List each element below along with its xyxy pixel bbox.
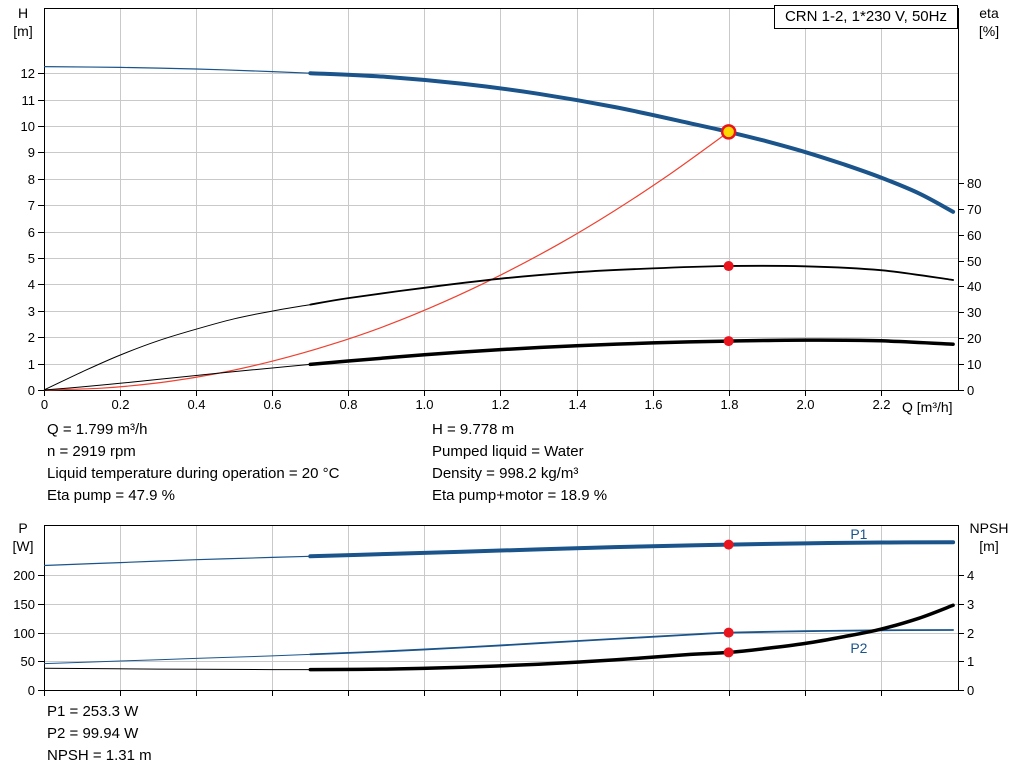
info-p1: P1 = 253.3 W bbox=[47, 703, 139, 720]
info-pumped-liquid: Pumped liquid = Water bbox=[432, 443, 584, 460]
eta-axis-unit: [%] bbox=[978, 23, 1000, 39]
svg-text:1.8: 1.8 bbox=[720, 397, 738, 412]
svg-text:0: 0 bbox=[28, 383, 35, 398]
flow-axis-label: Q [m³/h] bbox=[902, 399, 953, 415]
svg-text:2: 2 bbox=[967, 626, 974, 641]
svg-text:1.2: 1.2 bbox=[491, 397, 509, 412]
svg-text:20: 20 bbox=[967, 331, 981, 346]
svg-text:9: 9 bbox=[28, 145, 35, 160]
power-axis-label: P [W] bbox=[4, 519, 42, 555]
head-axis-name: H bbox=[17, 5, 29, 21]
info-head: H = 9.778 m bbox=[432, 421, 515, 438]
svg-text:3: 3 bbox=[967, 597, 974, 612]
eta-axis-name: eta bbox=[979, 5, 999, 21]
svg-text:40: 40 bbox=[967, 279, 981, 294]
info-density: Density = 998.2 kg/m³ bbox=[432, 465, 579, 482]
svg-text:12: 12 bbox=[21, 66, 35, 81]
npsh-axis-unit: [m] bbox=[979, 538, 999, 554]
info-eta-pump-motor: Eta pump+motor = 18.9 % bbox=[432, 487, 608, 504]
info-eta-pump: Eta pump = 47.9 % bbox=[47, 487, 175, 504]
svg-text:60: 60 bbox=[967, 228, 981, 243]
svg-text:0.2: 0.2 bbox=[111, 397, 129, 412]
svg-text:3: 3 bbox=[28, 304, 35, 319]
info-p2: P2 = 99.94 W bbox=[47, 725, 139, 742]
svg-text:1.4: 1.4 bbox=[568, 397, 586, 412]
svg-text:2.2: 2.2 bbox=[872, 397, 890, 412]
eta-axis-label: eta [%] bbox=[960, 4, 1018, 40]
info-liquid-temperature: Liquid temperature during operation = 20… bbox=[47, 465, 340, 482]
svg-text:4: 4 bbox=[28, 277, 35, 292]
svg-text:10: 10 bbox=[21, 119, 35, 134]
pump-model-label: CRN 1-2, 1*230 V, 50Hz bbox=[773, 5, 958, 29]
svg-text:11: 11 bbox=[22, 93, 36, 108]
svg-text:7: 7 bbox=[28, 198, 35, 213]
svg-text:1.0: 1.0 bbox=[415, 397, 433, 412]
head-axis-label: H [m] bbox=[4, 4, 42, 40]
svg-text:6: 6 bbox=[28, 225, 35, 240]
svg-text:200: 200 bbox=[13, 568, 35, 583]
svg-text:0: 0 bbox=[28, 683, 35, 698]
svg-text:0: 0 bbox=[41, 397, 48, 412]
svg-text:50: 50 bbox=[21, 654, 35, 669]
svg-text:1: 1 bbox=[28, 357, 35, 372]
svg-text:100: 100 bbox=[13, 626, 35, 641]
head-axis-unit: [m] bbox=[13, 23, 33, 39]
svg-text:5: 5 bbox=[28, 251, 35, 266]
npsh-axis-label: NPSH [m] bbox=[956, 519, 1022, 555]
info-flow: Q = 1.799 m³/h bbox=[47, 421, 148, 438]
svg-text:0: 0 bbox=[967, 383, 974, 398]
power-axis-unit: [W] bbox=[12, 538, 34, 554]
svg-text:10: 10 bbox=[967, 357, 981, 372]
power-npsh-info: P1 = 253.3 W P2 = 99.94 W NPSH = 1.31 m bbox=[47, 701, 152, 767]
svg-text:70: 70 bbox=[967, 202, 981, 217]
svg-text:P1: P1 bbox=[850, 526, 867, 542]
svg-text:4: 4 bbox=[967, 568, 974, 583]
svg-text:0.4: 0.4 bbox=[187, 397, 205, 412]
svg-text:P2: P2 bbox=[850, 640, 867, 656]
info-speed: n = 2919 rpm bbox=[47, 443, 136, 460]
power-axis-name: P bbox=[18, 520, 28, 536]
duty-info-left-column: Q = 1.799 m³/h n = 2919 rpm Liquid tempe… bbox=[47, 419, 339, 507]
svg-text:8: 8 bbox=[28, 172, 35, 187]
svg-text:0: 0 bbox=[967, 683, 974, 698]
svg-text:1.6: 1.6 bbox=[644, 397, 662, 412]
svg-text:2.0: 2.0 bbox=[796, 397, 814, 412]
svg-text:0.8: 0.8 bbox=[339, 397, 357, 412]
svg-text:0.6: 0.6 bbox=[263, 397, 281, 412]
duty-info-right-column: H = 9.778 m Pumped liquid = Water Densit… bbox=[432, 419, 607, 507]
svg-text:50: 50 bbox=[967, 254, 981, 269]
npsh-axis-name: NPSH bbox=[969, 520, 1009, 536]
svg-text:80: 80 bbox=[967, 176, 981, 191]
svg-text:1: 1 bbox=[967, 654, 974, 669]
svg-text:2: 2 bbox=[28, 330, 35, 345]
svg-text:30: 30 bbox=[967, 305, 981, 320]
info-npsh: NPSH = 1.31 m bbox=[47, 747, 152, 764]
svg-text:150: 150 bbox=[13, 597, 35, 612]
